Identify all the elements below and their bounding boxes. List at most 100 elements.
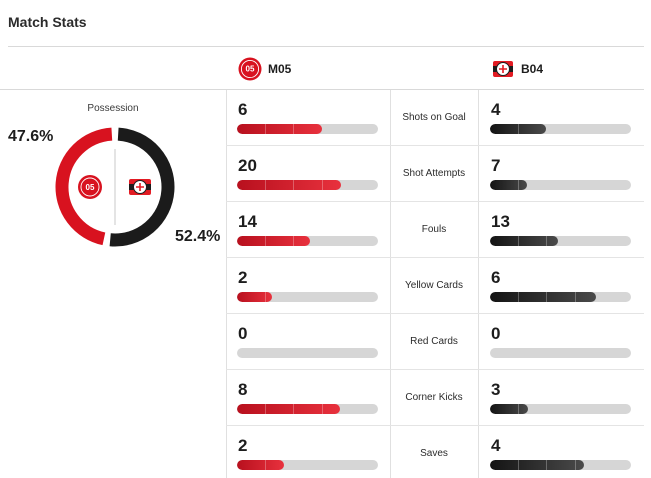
away-stat-bar-fill (490, 124, 547, 134)
label-column-right-divider (478, 90, 479, 478)
away-stat-bar-fill (490, 404, 529, 414)
away-stat-value: 4 (491, 100, 501, 119)
home-stat-value: 2 (238, 268, 248, 287)
bar-segment-divider (546, 460, 548, 470)
bar-segment-divider (574, 460, 576, 470)
home-stat-bar-fill (237, 292, 273, 302)
row-divider (226, 425, 644, 426)
label-column-left-divider (390, 90, 391, 478)
home-stat-bar-fill (237, 404, 340, 414)
away-team-header: B04 (491, 56, 543, 82)
stat-label: Yellow Cards (405, 280, 463, 291)
bar-segment-divider (265, 124, 267, 134)
row-divider (226, 145, 644, 146)
bar-segment-divider (265, 236, 267, 246)
home-stat-bar-fill (237, 124, 322, 134)
bar-segment-divider (265, 292, 267, 302)
stat-row: 2 Saves 4 (226, 426, 644, 478)
away-stat-bar (490, 348, 631, 358)
stat-row: 2 Yellow Cards 6 (226, 258, 644, 314)
away-stat-value: 4 (491, 436, 501, 455)
page-title: Match Stats (8, 14, 87, 30)
title-divider (8, 46, 644, 47)
home-team-header: 05 M05 (238, 56, 291, 82)
away-stat-bar-fill (490, 460, 584, 470)
bar-segment-divider (518, 124, 520, 134)
stat-label: Corner Kicks (405, 392, 463, 403)
away-stat-bar-fill (490, 236, 558, 246)
home-stat-value: 6 (238, 100, 248, 119)
bar-segment-divider (265, 460, 267, 470)
home-stat-value: 8 (238, 380, 248, 399)
bar-segment-divider (518, 404, 520, 414)
home-team-abbr: M05 (268, 62, 292, 76)
away-stat-value: 3 (491, 380, 501, 399)
home-stat-bar (237, 180, 378, 190)
stat-row: 14 Fouls 13 (226, 202, 644, 258)
bar-segment-divider (546, 292, 548, 302)
row-divider (226, 313, 644, 314)
home-stat-bar-fill (237, 236, 311, 246)
home-stat-bar-fill (237, 460, 284, 470)
possession-donut: 05 (55, 127, 175, 247)
possession-column-divider (226, 90, 227, 478)
away-possession-arc (109, 127, 175, 247)
home-stat-bar (237, 460, 378, 470)
bar-segment-divider (518, 460, 520, 470)
away-stat-bar-fill (490, 292, 596, 302)
away-stat-bar (490, 460, 631, 470)
away-stat-value: 0 (491, 324, 501, 343)
leverkusen-crest-icon (129, 179, 151, 195)
row-divider (226, 369, 644, 370)
home-stat-value: 0 (238, 324, 248, 343)
away-stat-bar (490, 124, 631, 134)
bar-segment-divider (321, 404, 323, 414)
away-stat-value: 6 (491, 268, 501, 287)
away-stat-value: 13 (491, 212, 510, 231)
home-stat-value: 20 (238, 156, 257, 175)
row-divider (226, 201, 644, 202)
svg-text:05: 05 (86, 183, 95, 192)
bar-segment-divider (293, 404, 295, 414)
home-stat-bar-fill (237, 180, 342, 190)
stat-row: 20 Shot Attempts 7 (226, 146, 644, 202)
home-stat-bar (237, 348, 378, 358)
bar-segment-divider (518, 236, 520, 246)
bar-segment-divider (518, 180, 520, 190)
stat-label: Shot Attempts (402, 168, 466, 179)
home-stat-value: 2 (238, 436, 248, 455)
away-stat-bar (490, 292, 631, 302)
bar-segment-divider (293, 180, 295, 190)
header-divider (0, 89, 644, 90)
leverkusen-crest-icon (493, 61, 513, 77)
stat-row: 6 Shots on Goal 4 (226, 90, 644, 146)
mainz-crest-icon: 05 (78, 175, 102, 199)
home-possession-value: 47.6% (8, 128, 54, 145)
bar-segment-divider (546, 236, 548, 246)
svg-text:05: 05 (246, 65, 255, 74)
bar-segment-divider (518, 292, 520, 302)
away-team-abbr: B04 (521, 62, 544, 76)
stat-label: Red Cards (410, 336, 458, 347)
away-possession-value: 52.4% (175, 228, 221, 245)
bar-segment-divider (293, 124, 295, 134)
away-stat-bar (490, 404, 631, 414)
home-stat-bar (237, 236, 378, 246)
away-stat-bar-fill (490, 180, 527, 190)
home-possession-arc (55, 127, 113, 246)
stat-row: 0 Red Cards 0 (226, 314, 644, 370)
home-stat-bar (237, 124, 378, 134)
home-stat-bar (237, 404, 378, 414)
stat-label: Saves (420, 448, 448, 459)
away-stat-bar (490, 180, 631, 190)
bar-segment-divider (574, 292, 576, 302)
stat-label: Shots on Goal (402, 112, 466, 123)
bar-segment-divider (321, 180, 323, 190)
stat-row: 8 Corner Kicks 3 (226, 370, 644, 426)
stat-label: Fouls (421, 224, 447, 235)
home-stat-value: 14 (238, 212, 257, 231)
away-stat-bar (490, 236, 631, 246)
home-stat-bar (237, 292, 378, 302)
possession-label: Possession (87, 103, 139, 114)
bar-segment-divider (293, 236, 295, 246)
